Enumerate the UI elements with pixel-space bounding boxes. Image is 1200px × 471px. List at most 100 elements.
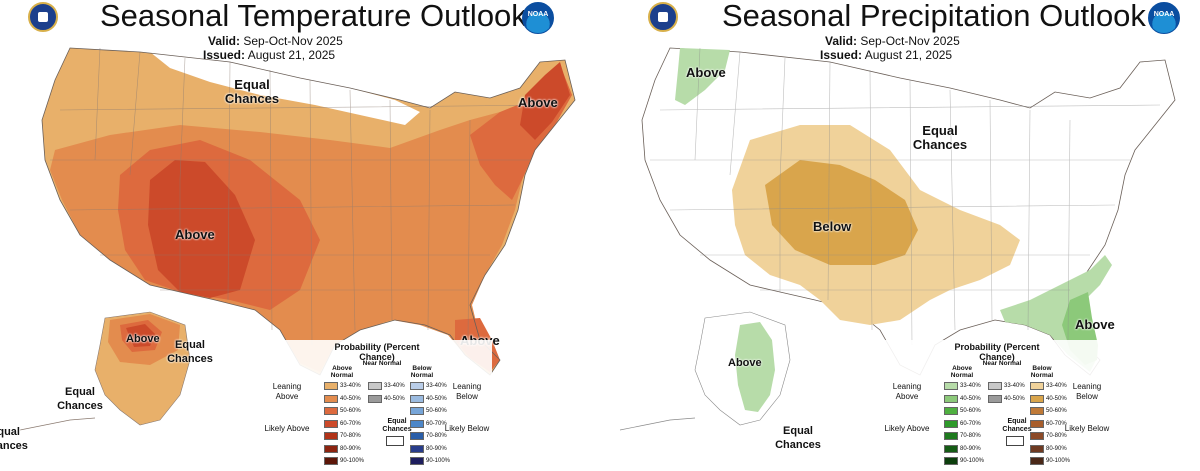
legend-col-above: Above Normal (330, 365, 354, 379)
temp-label-above-alaska: Above (126, 333, 160, 345)
legend-below-range: 70-80% (426, 433, 447, 439)
legend-above-swatch (944, 432, 958, 440)
legend-below-swatch (410, 394, 424, 403)
temp-label-equal-chances: Equal Chances (224, 77, 280, 106)
precip-label-equal-chances-alaska: Equal Chances (775, 425, 821, 451)
legend-below-range: 90-100% (426, 458, 451, 464)
legend-above-swatch (944, 444, 958, 453)
legend-title: Probability (Percent Chance) (954, 342, 1040, 362)
legend-above-swatch (944, 382, 958, 390)
legend-likely-below: Likely Below (444, 424, 490, 433)
precipitation-map (619, 47, 1176, 431)
precip-aleutians (619, 417, 696, 431)
issued-value: August 21, 2025 (864, 48, 953, 62)
legend-above-range: 70-80% (960, 433, 981, 439)
legend-above-swatch (324, 382, 338, 390)
precip-label-above-northwest: Above (686, 65, 726, 80)
legend-above-swatch (324, 419, 338, 428)
legend-above-swatch (944, 407, 958, 415)
legend-above-swatch (944, 394, 958, 403)
legend-equal-chances-swatch (386, 436, 404, 446)
legend-near-swatch (368, 382, 382, 390)
precip-alaska-above (735, 322, 775, 412)
legend-leaning-below: Leaning Below (452, 382, 482, 401)
legend-below-swatch (410, 419, 424, 428)
legend-below-swatch (1030, 407, 1044, 415)
legend-above-range: 80-90% (960, 445, 981, 452)
legend-likely-above: Likely Above (264, 424, 310, 433)
legend-below-swatch (410, 444, 424, 453)
state-boundaries (50, 47, 561, 346)
precip-state-boundaries (650, 47, 1161, 346)
temp-label-above-northeast: Above (518, 95, 558, 110)
valid-value: Sep-Oct-Nov 2025 (860, 34, 960, 48)
precip-above-northwest (675, 48, 730, 105)
legend-above-range: 90-100% (340, 458, 365, 464)
legend-above-range: 40-50% (960, 395, 981, 402)
legend-above-swatch (944, 457, 958, 465)
legend-above-range: 60-70% (340, 420, 361, 427)
legend-below-range: 60-70% (1046, 420, 1067, 427)
commerce-department-logo (648, 2, 678, 32)
valid-label: Valid: (208, 34, 241, 48)
temperature-issued-row: Issued: August 21, 2025 (203, 48, 335, 62)
legend-col-near: Near Normal (362, 360, 402, 367)
temperature-outlook-panel: Seasonal Temperature Outlook NOAA Valid:… (0, 0, 576, 471)
legend-below-range: 80-90% (426, 445, 447, 452)
legend-col-above: Above Normal (950, 365, 974, 379)
legend-above-range: 80-90% (340, 445, 361, 452)
legend-below-swatch (410, 457, 424, 465)
legend-near-swatch (988, 382, 1002, 390)
legend-near-range: 33-40% (384, 383, 405, 389)
temp-label-equal-chances-alaska-west: Equal Chances (0, 426, 28, 452)
issued-value: August 21, 2025 (247, 48, 336, 62)
legend-near-range: 33-40% (1004, 383, 1025, 389)
temperature-title: Seasonal Temperature Outlook (100, 0, 527, 33)
precipitation-valid-row: Valid: Sep-Oct-Nov 2025 (825, 34, 960, 48)
legend-below-range: 70-80% (1046, 433, 1067, 439)
legend-col-below: Below Normal (410, 365, 434, 379)
temp-label-equal-chances-alaska-east: Equal Chances (167, 339, 213, 365)
legend-below-range: 80-90% (1046, 445, 1067, 452)
temp-60-70-northeast (520, 62, 570, 140)
legend-col-below: Below Normal (1030, 365, 1054, 379)
legend-below-swatch (1030, 394, 1044, 403)
legend-near-range: 40-50% (384, 395, 405, 402)
legend-below-swatch (1030, 419, 1044, 428)
valid-value: Sep-Oct-Nov 2025 (243, 34, 343, 48)
temp-aleutians (19, 417, 96, 431)
legend-equal-chances: Equal Chances (1002, 418, 1032, 433)
legend-below-swatch (1030, 457, 1044, 465)
legend-leaning-above: Leaning Above (892, 382, 922, 401)
legend-below-range: 40-50% (426, 395, 447, 402)
legend-equal-chances-swatch (1006, 436, 1024, 446)
legend-below-range: 40-50% (1046, 395, 1067, 402)
noaa-logo: NOAA (1148, 2, 1180, 34)
legend-equal-chances: Equal Chances (382, 418, 412, 433)
temp-label-above-southwest: Above (175, 227, 215, 242)
legend-below-swatch (1030, 432, 1044, 440)
temperature-legend: Probability (Percent Chance) Above Norma… (262, 340, 492, 471)
legend-leaning-above: Leaning Above (272, 382, 302, 401)
temperature-valid-row: Valid: Sep-Oct-Nov 2025 (208, 34, 343, 48)
legend-below-swatch (410, 382, 424, 390)
legend-below-range: 50-60% (426, 408, 447, 414)
legend-above-range: 50-60% (340, 408, 361, 414)
legend-above-range: 50-60% (960, 408, 981, 414)
legend-above-range: 60-70% (960, 420, 981, 427)
legend-above-swatch (324, 457, 338, 465)
legend-below-range: 50-60% (1046, 408, 1067, 414)
legend-title: Probability (Percent Chance) (334, 342, 420, 362)
legend-above-swatch (324, 432, 338, 440)
legend-above-range: 33-40% (340, 383, 361, 389)
legend-below-swatch (410, 432, 424, 440)
legend-below-swatch (1030, 382, 1044, 390)
precipitation-issued-row: Issued: August 21, 2025 (820, 48, 952, 62)
commerce-department-logo (28, 2, 58, 32)
temp-alaska-60-70 (126, 324, 155, 347)
legend-above-range: 40-50% (340, 395, 361, 402)
precip-label-above-alaska: Above (728, 357, 762, 369)
legend-leaning-below: Leaning Below (1072, 382, 1102, 401)
legend-below-range: 33-40% (426, 383, 447, 389)
precip-label-below-southwest: Below (813, 219, 852, 234)
